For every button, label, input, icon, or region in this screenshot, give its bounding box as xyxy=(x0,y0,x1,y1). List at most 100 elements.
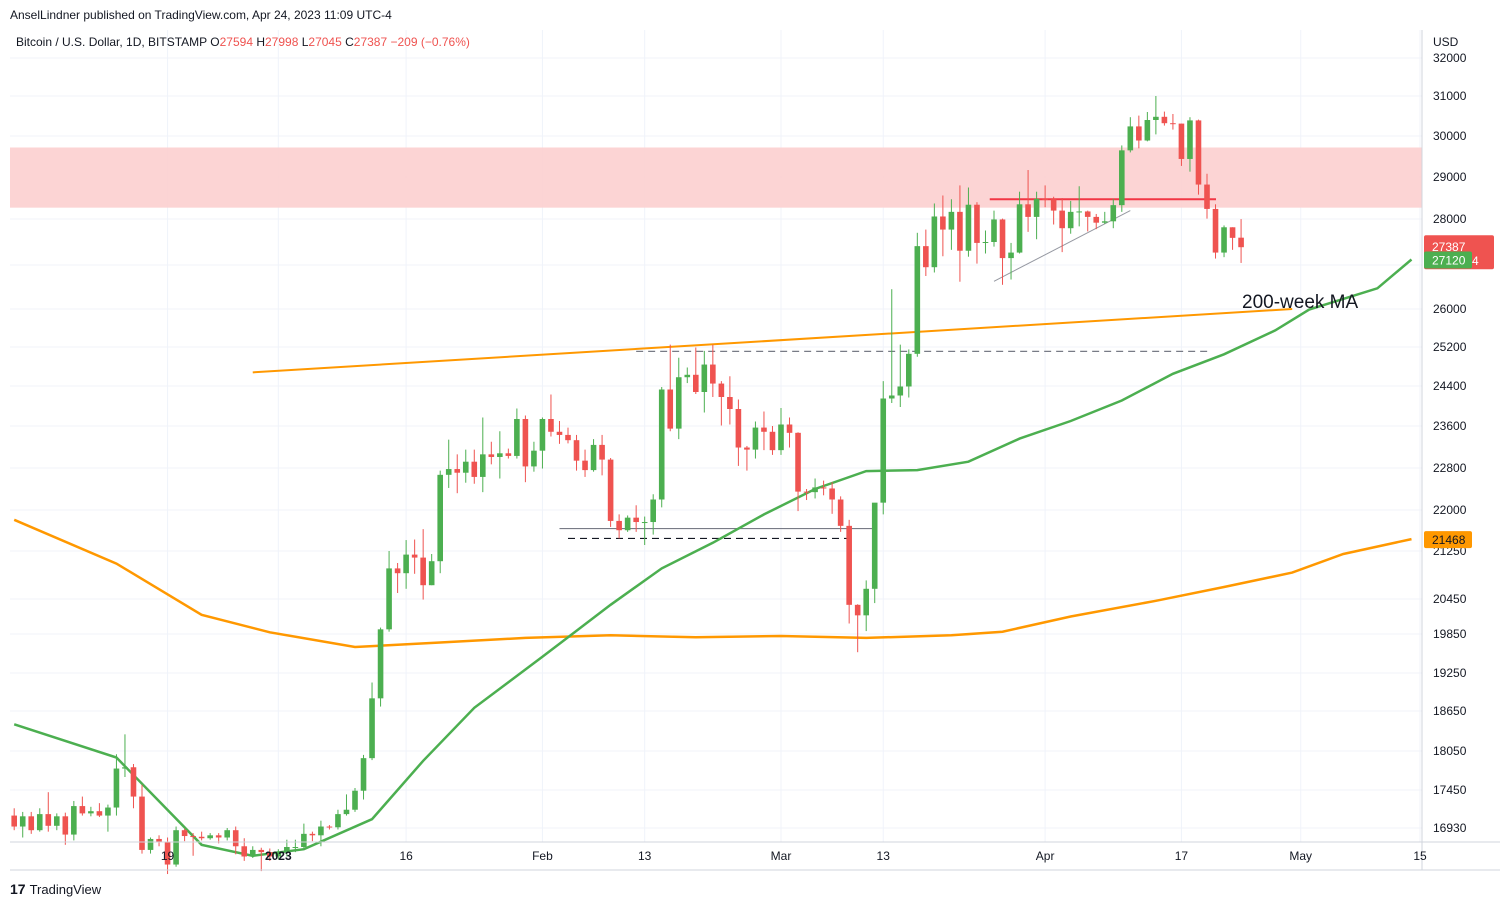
candle-body xyxy=(156,838,162,842)
x-tick-label: 13 xyxy=(638,849,652,863)
candle-body xyxy=(846,525,852,605)
candle xyxy=(420,529,426,600)
candle-body xyxy=(957,211,963,251)
candle-body xyxy=(812,487,818,493)
candle-body xyxy=(352,790,358,810)
legend-ohlc-value: 27998 xyxy=(265,35,302,49)
candle-body xyxy=(744,447,750,450)
candle xyxy=(633,505,639,532)
candle-body xyxy=(198,836,205,839)
candle-body xyxy=(1050,199,1057,211)
candle xyxy=(36,808,43,832)
candle xyxy=(837,496,844,532)
candle-body xyxy=(505,453,512,456)
y-tick-label: 31000 xyxy=(1433,89,1467,103)
y-tick-label: 29000 xyxy=(1433,170,1467,184)
candle-body xyxy=(122,767,128,769)
candle-body xyxy=(181,830,188,837)
candle xyxy=(505,448,512,459)
candle-body xyxy=(786,424,793,433)
candle xyxy=(1050,196,1057,225)
candle-body xyxy=(684,374,691,378)
candle xyxy=(650,494,656,535)
candle xyxy=(232,826,239,855)
candle xyxy=(761,411,767,451)
candle xyxy=(428,554,435,586)
x-tick-label: 13 xyxy=(877,849,891,863)
candle xyxy=(403,540,409,589)
candle xyxy=(548,394,554,437)
candle xyxy=(888,289,895,403)
candle xyxy=(1195,119,1202,195)
candle-body xyxy=(1033,198,1040,217)
candle-body xyxy=(232,830,239,847)
candle xyxy=(1204,173,1210,219)
candle-body xyxy=(1136,126,1142,141)
candle xyxy=(710,344,716,397)
candle xyxy=(343,794,350,816)
candle xyxy=(1093,213,1100,230)
candle xyxy=(249,846,256,858)
candle-body xyxy=(224,830,230,838)
candle xyxy=(11,808,17,831)
y-axis: USD3200031000300002900028000270002600025… xyxy=(1421,30,1494,870)
candle-body xyxy=(437,474,443,562)
candle xyxy=(863,580,869,632)
candle-body xyxy=(940,216,946,230)
tradingview-footer[interactable]: 17 TradingView xyxy=(10,881,101,897)
candle-body xyxy=(727,397,733,409)
legend-ohlc-value: 27387 xyxy=(354,35,391,49)
candle-body xyxy=(1016,204,1023,253)
candle xyxy=(335,809,341,830)
price-label-ma-200: 21468 xyxy=(1424,531,1472,549)
candle-body xyxy=(1153,116,1159,120)
candle xyxy=(539,417,546,469)
y-tick-label: 25200 xyxy=(1433,340,1467,354)
y-tick-label: 24400 xyxy=(1433,379,1467,393)
candle xyxy=(28,811,35,834)
y-tick-label: 16930 xyxy=(1433,821,1467,835)
candle xyxy=(377,627,384,707)
x-tick-label: 19 xyxy=(161,849,175,863)
candle-body xyxy=(616,520,622,531)
candle-body xyxy=(284,847,290,852)
candle-body xyxy=(105,807,111,816)
candle xyxy=(181,828,188,842)
candle xyxy=(454,454,461,494)
candle-body xyxy=(1127,126,1134,151)
candle-body xyxy=(599,444,605,460)
candle-body xyxy=(1067,211,1074,229)
candle xyxy=(991,210,997,247)
candle xyxy=(267,848,273,861)
candle xyxy=(607,458,614,527)
candle xyxy=(224,828,230,841)
candle-body xyxy=(454,469,461,473)
candle xyxy=(1178,123,1185,166)
candle-body xyxy=(624,517,631,531)
candle xyxy=(846,519,852,624)
candle-body xyxy=(1110,205,1117,222)
x-tick-label: 17 xyxy=(1175,849,1189,863)
candle-body xyxy=(62,816,69,835)
candle xyxy=(514,408,520,459)
horizontal-levels xyxy=(559,198,1216,540)
trendline-orange-line xyxy=(252,308,1293,374)
x-tick-label: Feb xyxy=(532,849,553,863)
candle xyxy=(667,344,674,432)
candle-body xyxy=(906,353,912,387)
candle xyxy=(616,514,622,539)
candle-body xyxy=(88,811,94,814)
candle xyxy=(1067,200,1074,234)
legend-ohlc-value: 27594 xyxy=(220,35,257,49)
candle-body xyxy=(1204,184,1210,209)
candle-body xyxy=(1101,221,1108,223)
candle xyxy=(19,811,26,838)
candle xyxy=(906,349,912,398)
candle xyxy=(624,515,631,532)
candle-body xyxy=(420,557,426,586)
candle-body xyxy=(897,386,904,396)
candle xyxy=(139,784,145,854)
candle xyxy=(693,347,699,394)
candle xyxy=(1144,112,1151,142)
